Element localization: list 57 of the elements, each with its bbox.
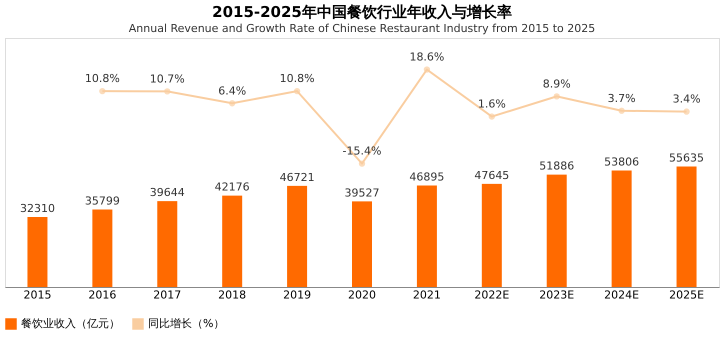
legend-label: 餐饮业收入（亿元）	[21, 317, 120, 330]
data-label: 6.4%	[218, 84, 246, 98]
bar	[287, 186, 308, 287]
point	[164, 88, 170, 95]
x-tick-label: 2017	[153, 288, 182, 302]
x-tick-label: 2015	[23, 288, 52, 302]
data-label: 39527	[344, 186, 380, 200]
bar	[676, 166, 697, 287]
x-tick-label: 2019	[283, 288, 312, 302]
x-tick-label: 2020	[348, 288, 376, 302]
chart-subtitle: Annual Revenue and Growth Rate of Chinese Restaurant Industry from 2015 to 2025	[128, 22, 596, 35]
bar	[612, 170, 632, 287]
x-tick-label: 2016	[88, 288, 116, 302]
point	[618, 108, 625, 114]
x-tick-label: 2022E	[474, 288, 510, 302]
bar	[157, 201, 178, 287]
bar	[352, 201, 372, 287]
bar	[546, 174, 567, 287]
data-label: 18.6%	[409, 50, 444, 64]
data-label: 10.7%	[150, 72, 185, 86]
point	[358, 160, 366, 167]
bar	[27, 217, 48, 287]
data-label: 35799	[84, 194, 120, 208]
data-label: 53806	[604, 156, 640, 168]
data-label: 47645	[474, 168, 510, 182]
x-tick-label: 2025E	[669, 288, 704, 302]
data-label: 55635	[669, 152, 704, 165]
bar	[222, 196, 242, 287]
x-tick-label: 2023E	[539, 288, 574, 302]
data-label: 10.8%	[84, 72, 120, 86]
data-label: 32310	[20, 202, 55, 216]
legend-label: 同比增长（%）	[148, 317, 224, 330]
data-label: 51886	[539, 160, 574, 173]
point	[554, 93, 560, 100]
bar	[92, 209, 112, 287]
point	[424, 66, 430, 73]
data-label: 8.9%	[542, 77, 571, 90]
data-label: 3.4%	[672, 92, 701, 106]
data-label: -15.4%	[342, 144, 382, 158]
point	[229, 100, 236, 106]
data-label: 3.7%	[608, 92, 636, 105]
point	[488, 113, 495, 120]
chart-title: 2015-2025年中国餐饮行业年收入与增长率	[212, 3, 512, 21]
x-tick-label: 2018	[218, 288, 246, 302]
point	[294, 88, 300, 94]
data-label: 42176	[214, 180, 250, 194]
bar	[482, 184, 502, 287]
data-label: 46721	[280, 170, 315, 184]
bar	[416, 185, 437, 287]
data-label: 39644	[150, 186, 185, 200]
data-label: 46895	[409, 170, 444, 184]
data-label: 10.8%	[280, 72, 315, 86]
point	[99, 88, 106, 94]
data-label: 1.6%	[478, 98, 506, 111]
point	[683, 108, 690, 115]
x-tick-label: 2021	[412, 288, 441, 302]
x-tick-label: 2024E	[604, 288, 640, 302]
